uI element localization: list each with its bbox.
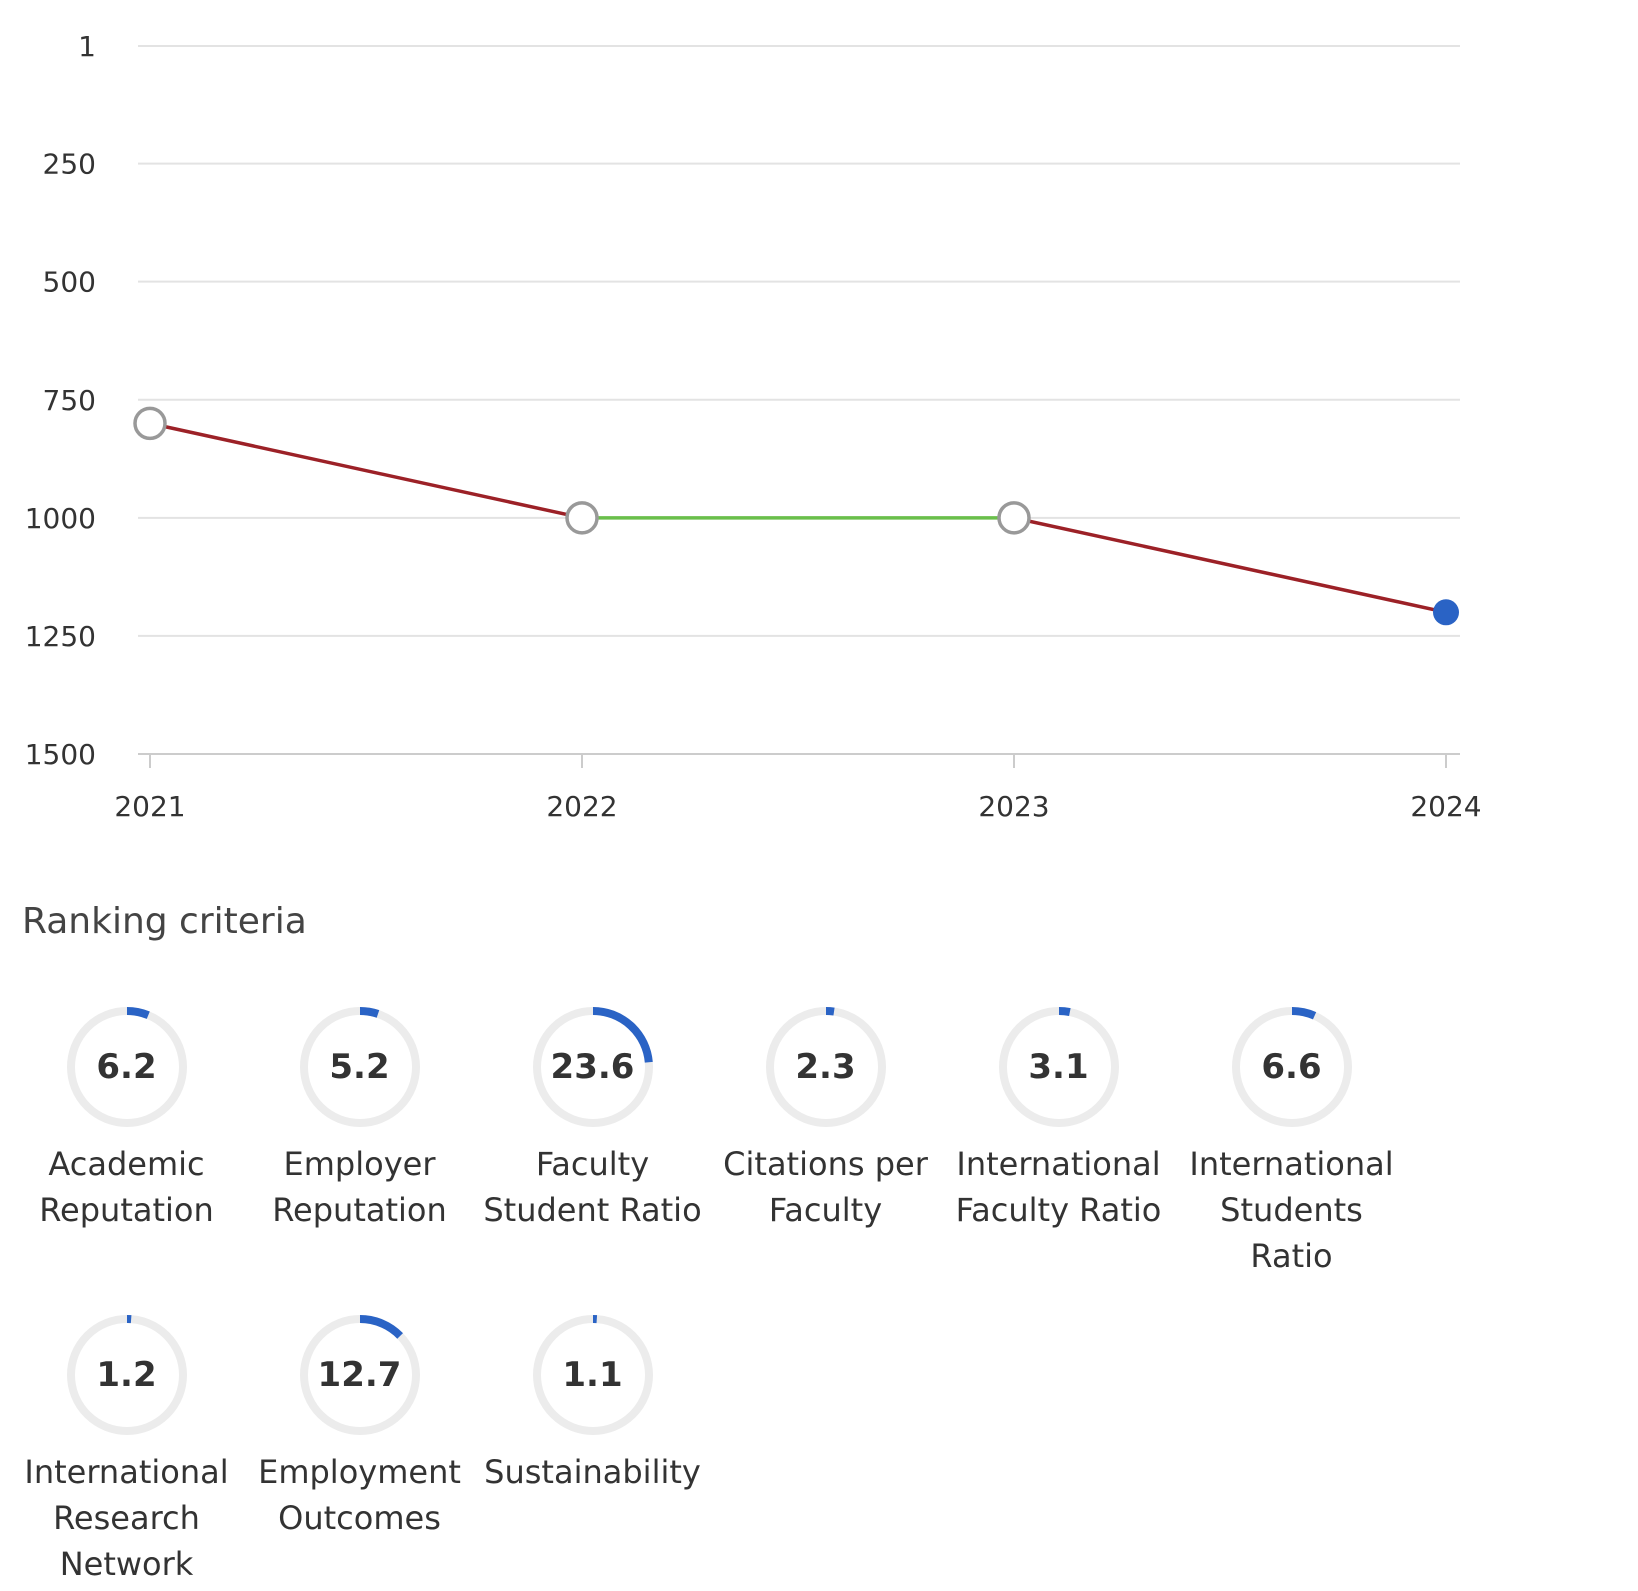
gridlines <box>138 45 1460 637</box>
gauge-ring <box>66 1007 187 1127</box>
gauge-ring <box>1231 1007 1352 1127</box>
criterion-gauge: 5.2 <box>298 1005 422 1129</box>
gauge-ring <box>299 1315 420 1435</box>
criterion-value: 5.2 <box>329 1047 390 1087</box>
y-tick-label: 1000 <box>25 502 96 535</box>
gauge-fill <box>765 1007 886 1127</box>
criterion-item: 1.1 Sustainability <box>476 1313 709 1591</box>
x-tick-label: 2022 <box>546 790 617 823</box>
x-axis: 2021 2022 2023 2024 <box>114 753 1482 823</box>
line-segment <box>149 421 583 520</box>
criterion-label: Sustainability <box>484 1453 701 1491</box>
gauge-fill <box>299 1315 420 1435</box>
criteria-list: 6.2 Academic Reputation 5.2 Employer Reputa… <box>10 1005 1638 1591</box>
gauge-fill <box>66 1315 187 1435</box>
gauge-ring <box>532 1007 653 1127</box>
data-point-current <box>1433 599 1459 626</box>
data-point <box>997 501 1031 535</box>
gauge-ring <box>66 1315 187 1435</box>
y-tick-label: 1250 <box>25 620 96 653</box>
data-point <box>565 501 599 535</box>
y-tick-label: 1 <box>78 30 96 63</box>
criterion-value: 12.7 <box>317 1355 402 1395</box>
criterion-item: 3.1 International Faculty Ratio <box>942 1005 1175 1283</box>
criterion-gauge: 23.6 <box>531 1005 655 1129</box>
criterion-item: 6.2 Academic Reputation <box>10 1005 243 1283</box>
criterion-value: 1.2 <box>96 1355 157 1395</box>
criterion-gauge: 6.2 <box>65 1005 189 1129</box>
gauge-ring <box>765 1007 886 1127</box>
criterion-gauge: 1.1 <box>531 1313 655 1437</box>
gauge-ring <box>299 1007 420 1127</box>
y-tick-label: 250 <box>43 148 96 181</box>
criterion-value: 6.2 <box>96 1047 157 1087</box>
criterion-value: 3.1 <box>1028 1047 1089 1087</box>
criterion-value: 6.6 <box>1261 1047 1322 1087</box>
criterion-gauge: 2.3 <box>764 1005 888 1129</box>
criterion-label: Faculty Student Ratio <box>483 1145 702 1229</box>
x-tick-label: 2023 <box>978 790 1049 823</box>
gauge-ring <box>532 1315 653 1435</box>
criterion-value: 23.6 <box>550 1047 635 1087</box>
rank-line-segments <box>149 421 1447 615</box>
y-tick-label: 750 <box>43 384 96 417</box>
criterion-gauge: 6.6 <box>1230 1005 1354 1129</box>
criterion-label: Employment Outcomes <box>258 1453 461 1537</box>
data-point <box>133 406 167 441</box>
criterion-label: Citations per Faculty <box>723 1145 928 1229</box>
gauge-fill <box>532 1007 653 1127</box>
criterion-label: International Students Ratio <box>1189 1145 1394 1275</box>
criterion-item: 2.3 Citations per Faculty <box>709 1005 942 1283</box>
x-tick-label: 2024 <box>1410 790 1481 823</box>
line-segment <box>1013 516 1447 615</box>
section-title: Ranking criteria <box>22 901 307 942</box>
criterion-label: Employer Reputation <box>272 1145 447 1229</box>
gauge-fill <box>66 1007 187 1127</box>
criterion-item: 5.2 Employer Reputation <box>243 1005 476 1283</box>
criterion-gauge: 1.2 <box>65 1313 189 1437</box>
gauge-fill <box>299 1007 420 1127</box>
criterion-label: Academic Reputation <box>39 1145 214 1229</box>
gauge-ring <box>998 1007 1119 1127</box>
criterion-item: 6.6 International Students Ratio <box>1175 1005 1408 1283</box>
criterion-item: 23.6 Faculty Student Ratio <box>476 1005 709 1283</box>
gauge-fill <box>532 1315 653 1435</box>
criterion-item: 1.2 International Research Network <box>10 1313 243 1591</box>
rank-points <box>133 406 1459 626</box>
gauge-fill <box>998 1007 1119 1127</box>
x-tick-label: 2021 <box>114 790 185 823</box>
criterion-value: 2.3 <box>795 1047 856 1087</box>
criterion-item: 12.7 Employment Outcomes <box>243 1313 476 1591</box>
criterion-gauge: 12.7 <box>298 1313 422 1437</box>
criterion-label: International Research Network <box>24 1453 229 1583</box>
y-tick-label: 500 <box>43 266 96 299</box>
criterion-value: 1.1 <box>562 1355 623 1395</box>
gauge-fill <box>1231 1007 1352 1127</box>
criterion-gauge: 3.1 <box>997 1005 1121 1129</box>
y-tick-label: 1500 <box>25 738 96 771</box>
criterion-label: International Faculty Ratio <box>955 1145 1162 1229</box>
